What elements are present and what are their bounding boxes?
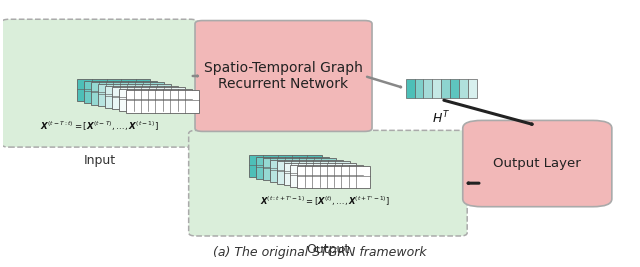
FancyBboxPatch shape	[112, 87, 185, 109]
FancyBboxPatch shape	[105, 86, 178, 108]
Text: (a) The original STGRN framework: (a) The original STGRN framework	[213, 246, 427, 259]
FancyBboxPatch shape	[276, 161, 349, 184]
FancyBboxPatch shape	[262, 158, 335, 180]
FancyBboxPatch shape	[406, 78, 415, 98]
Text: Input: Input	[83, 154, 116, 167]
FancyBboxPatch shape	[248, 155, 321, 177]
FancyBboxPatch shape	[119, 89, 192, 111]
Text: Output Layer: Output Layer	[493, 157, 581, 170]
FancyBboxPatch shape	[450, 78, 459, 98]
FancyBboxPatch shape	[459, 78, 468, 98]
Text: $\boldsymbol{X}^{(t-T:t)}=[\boldsymbol{X}^{(t-T)},\ldots,\boldsymbol{X}^{(t-1)}]: $\boldsymbol{X}^{(t-T:t)}=[\boldsymbol{X…	[40, 119, 159, 132]
FancyBboxPatch shape	[441, 78, 450, 98]
Text: Output: Output	[307, 243, 349, 256]
FancyBboxPatch shape	[195, 21, 372, 131]
FancyBboxPatch shape	[92, 83, 164, 105]
FancyBboxPatch shape	[189, 130, 467, 236]
FancyBboxPatch shape	[432, 78, 441, 98]
FancyBboxPatch shape	[291, 164, 364, 187]
FancyBboxPatch shape	[1, 19, 198, 147]
Text: $H^T$: $H^T$	[432, 110, 451, 127]
FancyBboxPatch shape	[99, 84, 172, 106]
FancyBboxPatch shape	[84, 81, 157, 103]
Text: Spatio-Temporal Graph
Recurrent Network: Spatio-Temporal Graph Recurrent Network	[204, 61, 363, 91]
FancyBboxPatch shape	[284, 163, 356, 185]
FancyBboxPatch shape	[415, 78, 424, 98]
FancyBboxPatch shape	[424, 78, 432, 98]
FancyBboxPatch shape	[269, 160, 342, 182]
Text: $\boldsymbol{X}^{(t:t+T'-1)}=[\boldsymbol{X}^{(t)},\ldots,\boldsymbol{X}^{(t+T'-: $\boldsymbol{X}^{(t:t+T'-1)}=[\boldsymbo…	[260, 195, 390, 208]
FancyBboxPatch shape	[255, 157, 328, 179]
FancyBboxPatch shape	[298, 166, 371, 188]
FancyBboxPatch shape	[126, 90, 199, 113]
FancyBboxPatch shape	[468, 78, 477, 98]
FancyBboxPatch shape	[77, 79, 150, 101]
FancyBboxPatch shape	[463, 120, 612, 207]
